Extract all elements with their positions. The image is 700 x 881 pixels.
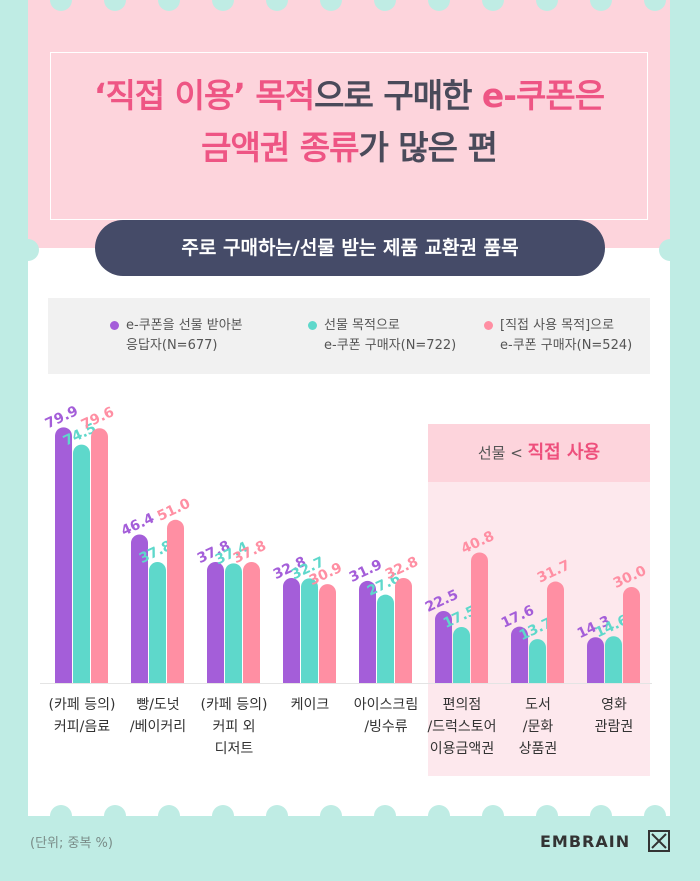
- ticket-scallop: [644, 805, 666, 827]
- ticket-scallop: [482, 805, 504, 827]
- bar-3-2: [319, 584, 336, 683]
- title-highlight-2: 목적: [244, 76, 315, 115]
- legend-label: e-쿠폰 구매자(N=722): [324, 338, 457, 353]
- ticket-scallop: [104, 0, 126, 11]
- bar-6-0: [511, 626, 528, 683]
- ticket-scallop: [428, 0, 450, 11]
- legend-dot-icon: [484, 321, 493, 330]
- category-label: 아이스크림 /빙수류: [353, 697, 419, 735]
- ticket-scallop: [212, 0, 234, 11]
- ticket-scallop: [158, 0, 180, 11]
- ticket-scallop: [644, 0, 666, 11]
- bar-1-0: [131, 534, 148, 683]
- category-label: (카페 등의) 커피/음료: [48, 697, 116, 735]
- legend-item-direct: [직접 사용 목적]으로 e-쿠폰 구매자(N=524): [484, 316, 633, 356]
- category-label: (카페 등의) 커피 외 디저트: [200, 697, 268, 757]
- ticket-scallop: [428, 805, 450, 827]
- bar-3-1: [301, 578, 318, 683]
- category-label: 빵/도넛 /베이커리: [129, 697, 187, 735]
- bar-7-2: [623, 587, 640, 683]
- bar-4-2: [395, 578, 412, 683]
- bar-5-2: [471, 552, 488, 683]
- legend-dot-icon: [110, 321, 119, 330]
- legend-label: e-쿠폰을 선물 받아본: [126, 318, 243, 333]
- title-highlight-3: e-쿠폰은: [481, 76, 605, 115]
- bar-2-1: [225, 563, 242, 683]
- title-highlight-4: 금액권 종류: [201, 128, 359, 167]
- ticket-scallop: [590, 0, 612, 11]
- bar-4-0: [359, 580, 376, 683]
- ticket-notch: [659, 239, 681, 261]
- unit-note: (단위; 중복 %): [30, 836, 113, 851]
- ticket-scallop: [104, 805, 126, 827]
- ticket-scallop: [374, 805, 396, 827]
- brand-mark-icon: [648, 830, 670, 852]
- x-axis-line: [40, 683, 652, 684]
- title-text-1: 으로 구매한: [314, 76, 482, 115]
- bar-1-2: [167, 519, 184, 683]
- bar-2-2: [243, 562, 260, 683]
- ticket-notch: [17, 239, 39, 261]
- highlight-caption: 선물 < 직접 사용: [428, 424, 650, 482]
- brand-logo-text: EMBRAIN: [540, 832, 631, 851]
- ticket-scallop: [320, 0, 342, 11]
- ticket-scallop: [482, 0, 504, 11]
- bar-7-0: [587, 637, 604, 683]
- legend-label: 응답자(N=677): [126, 338, 218, 353]
- bar-0-1: [73, 444, 90, 683]
- category-label: 편의점 /드럭스토어 이용금액권: [427, 697, 497, 757]
- ticket-scallop: [536, 805, 558, 827]
- bar-3-0: [283, 578, 300, 683]
- category-label: 케이크: [290, 697, 330, 713]
- ticket-scallop: [266, 805, 288, 827]
- legend-item-received: e-쿠폰을 선물 받아본 응답자(N=677): [110, 316, 243, 356]
- legend-dot-icon: [308, 321, 317, 330]
- ticket-scallop: [536, 0, 558, 11]
- bar-2-0: [207, 562, 224, 683]
- highlight-header: [428, 424, 650, 482]
- title-text-2: 가 많은 편: [358, 128, 497, 167]
- bar-4-1: [377, 594, 394, 683]
- category-label: 영화 관람권: [594, 697, 634, 735]
- legend-label: [직접 사용 목적]으로: [500, 318, 615, 333]
- subtitle-pill: 주로 구매하는/선물 받는 제품 교환권 품목: [95, 220, 605, 276]
- title-panel: [28, 0, 670, 248]
- ticket-scallop: [50, 0, 72, 11]
- legend-label: 선물 목적으로: [324, 318, 400, 333]
- bar-0-2: [91, 428, 108, 683]
- bar-5-1: [453, 627, 470, 683]
- bar-0-0: [55, 427, 72, 683]
- bar-6-1: [529, 639, 546, 683]
- ticket-scallop: [266, 0, 288, 11]
- ticket-scallop: [50, 805, 72, 827]
- bar-6-2: [547, 581, 564, 683]
- category-label: 도서 /문화 상품권: [518, 697, 558, 757]
- ticket-scallop: [212, 805, 234, 827]
- highlight-right: 직접 사용: [527, 442, 601, 463]
- legend: e-쿠폰을 선물 받아본 응답자(N=677) 선물 목적으로 e-쿠폰 구매자…: [48, 298, 650, 374]
- bar-7-1: [605, 636, 622, 683]
- highlight-band: [428, 424, 650, 776]
- title-highlight-1: ‘직접 이용’: [93, 76, 246, 115]
- ticket-scallop: [590, 805, 612, 827]
- bar-1-1: [149, 562, 166, 683]
- highlight-left: 선물: [477, 444, 506, 462]
- legend-item-gift: 선물 목적으로 e-쿠폰 구매자(N=722): [308, 316, 457, 356]
- title-frame: [50, 52, 648, 220]
- page-title: ‘직접 이용’ 목적으로 구매한 e-쿠폰은 금액권 종류가 많은 편: [28, 70, 670, 174]
- ticket-scallop: [374, 0, 396, 11]
- bar-5-0: [435, 611, 452, 683]
- ticket-scallop: [320, 805, 342, 827]
- legend-label: e-쿠폰 구매자(N=524): [500, 338, 633, 353]
- ticket-scallop: [158, 805, 180, 827]
- highlight-sep: <: [505, 444, 528, 462]
